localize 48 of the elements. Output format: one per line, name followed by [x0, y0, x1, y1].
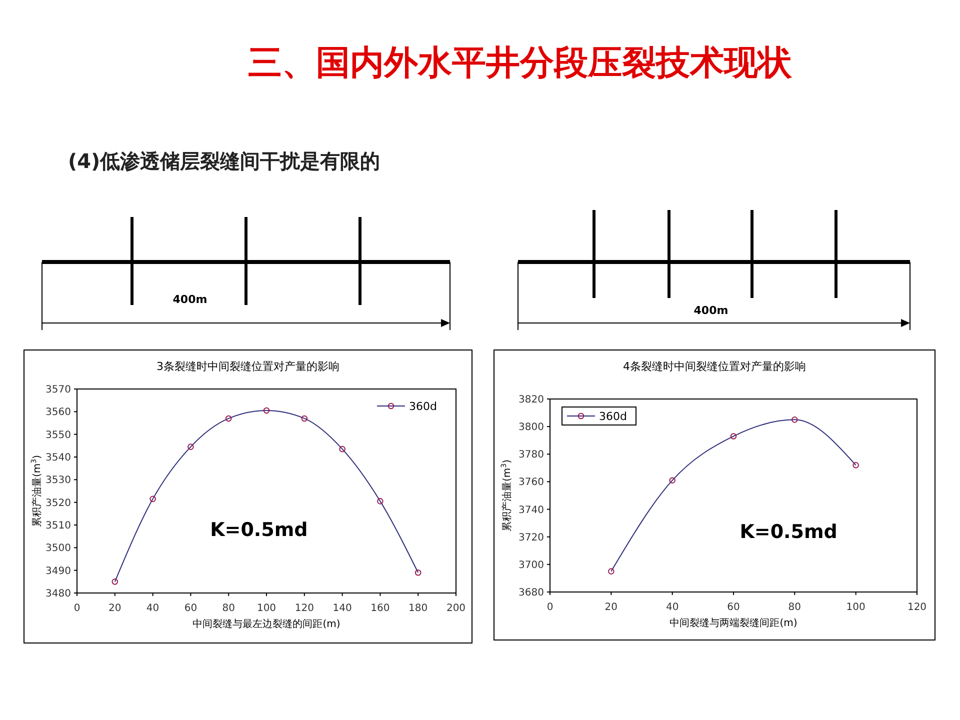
- x-tick-label: 60: [727, 602, 740, 613]
- y-tick-label: 3800: [518, 422, 544, 434]
- y-tick-label: 3560: [46, 407, 71, 418]
- x-tick-label: 40: [146, 603, 160, 614]
- text: 三、国内外水平井分段压裂技术现状: [248, 43, 793, 83]
- x-axis-title: 中间裂缝与两端裂缝间距(m): [670, 617, 798, 629]
- x-tick-label: 120: [294, 603, 314, 614]
- y-tick-label: 3530: [46, 475, 71, 486]
- x-tick-label: 180: [408, 603, 428, 614]
- annotation: K=0.5md: [210, 518, 308, 541]
- x-tick-label: 20: [604, 602, 618, 613]
- x-tick-label: 100: [846, 602, 866, 613]
- x-tick-label: 20: [108, 603, 122, 614]
- y-tick-label: 3780: [518, 450, 544, 461]
- x-tick-label: 80: [788, 602, 802, 613]
- y-tick-label: 3740: [518, 504, 544, 516]
- legend-label: 360d: [599, 410, 627, 423]
- x-tick-label: 80: [222, 603, 235, 614]
- y-tick-label: 3760: [518, 477, 544, 488]
- chart-title: 4条裂缝时中间裂缝位置对产量的影响: [623, 360, 806, 373]
- x-tick-label: 40: [666, 602, 679, 613]
- y-tick-label: 3550: [46, 430, 71, 441]
- y-tick-label: 3500: [46, 543, 71, 554]
- x-tick-label: 200: [446, 603, 466, 614]
- chart-title: 3条裂缝时中间裂缝位置对产量的影响: [156, 360, 340, 373]
- y-tick-label: 3700: [518, 560, 544, 571]
- y-tick-label: 3540: [46, 452, 71, 464]
- text: 400m: [172, 293, 208, 306]
- x-tick-label: 60: [184, 603, 198, 614]
- y-tick-label: 3570: [46, 384, 71, 396]
- legend-label: 360d: [409, 400, 437, 413]
- y-tick-label: 3680: [518, 588, 544, 598]
- x-tick-label: 0: [74, 603, 80, 614]
- x-axis-title: 中间裂缝与最左边裂缝的间距(m): [192, 618, 340, 630]
- x-tick-label: 100: [256, 603, 276, 614]
- y-tick-label: 3490: [46, 566, 71, 577]
- annotation: K=0.5md: [740, 520, 838, 543]
- x-tick-label: 140: [332, 603, 352, 614]
- text: (4)低渗透储层裂缝间干扰是有限的: [68, 149, 380, 173]
- y-tick-label: 3510: [46, 520, 71, 532]
- x-tick-label: 160: [370, 603, 390, 614]
- y-tick-label: 3820: [518, 394, 544, 406]
- y-tick-label: 3520: [46, 498, 71, 509]
- y-tick-label: 3480: [46, 588, 71, 600]
- x-tick-label: 120: [907, 602, 927, 613]
- x-tick-label: 0: [546, 602, 554, 613]
- y-tick-label: 3720: [518, 532, 544, 544]
- text: 400m: [694, 304, 728, 317]
